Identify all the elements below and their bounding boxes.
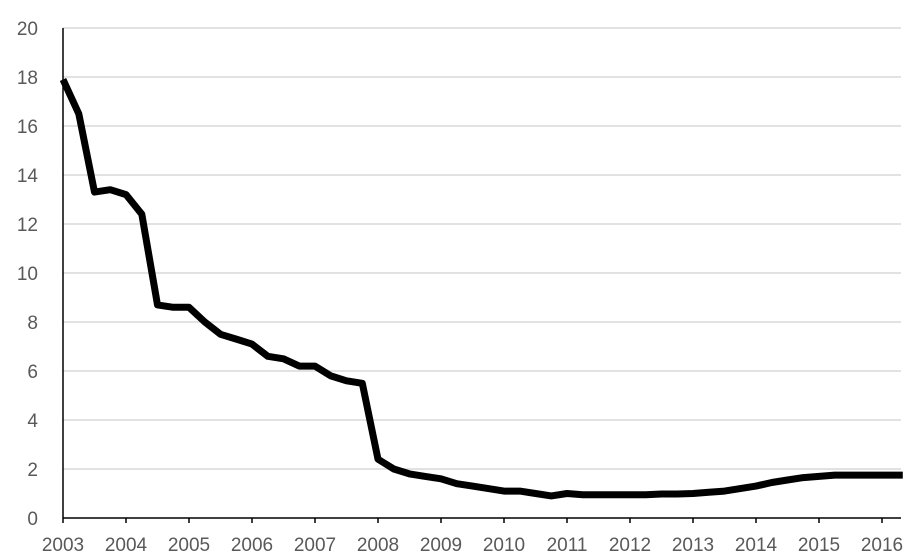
- series-layer: [59, 78, 903, 500]
- y-tick-label: 20: [17, 19, 38, 40]
- y-tick-label: 0: [27, 509, 38, 530]
- y-tick-label: 12: [17, 215, 38, 236]
- y-tick-label: 2: [27, 460, 38, 481]
- x-tick-label: 2006: [231, 535, 273, 554]
- y-tick-label: 4: [27, 411, 38, 432]
- x-tick-label: 2011: [547, 535, 588, 554]
- y-tick-label: 16: [17, 117, 38, 138]
- x-tick-label: 2009: [420, 535, 462, 554]
- x-tick-label: 2003: [42, 535, 84, 554]
- y-tick-label: 8: [27, 313, 38, 334]
- x-tick-label: 2004: [105, 535, 148, 554]
- axes: [62, 28, 901, 523]
- x-tick-label: 2010: [483, 535, 525, 554]
- x-tick-label: 2008: [357, 535, 399, 554]
- tick-labels: 0 2 4 6 8 10 12 14 16 18 20 2003 2004 2005 2006 2007 200…: [17, 19, 903, 554]
- x-tick-label: 2016: [861, 535, 903, 554]
- x-tick-label: 2005: [168, 535, 210, 554]
- x-tick-label: 2015: [798, 535, 840, 554]
- x-tick-label: 2012: [609, 535, 651, 554]
- series-line: [59, 78, 903, 500]
- y-tick-label: 10: [17, 264, 38, 285]
- y-tick-label: 18: [17, 68, 38, 89]
- x-tick-label: 2007: [294, 535, 336, 554]
- x-tick-label: 2014: [735, 535, 778, 554]
- y-tick-label: 14: [17, 166, 39, 187]
- y-tick-label: 6: [27, 362, 38, 383]
- x-tick-label: 2013: [672, 535, 714, 554]
- gridlines: [63, 27, 901, 470]
